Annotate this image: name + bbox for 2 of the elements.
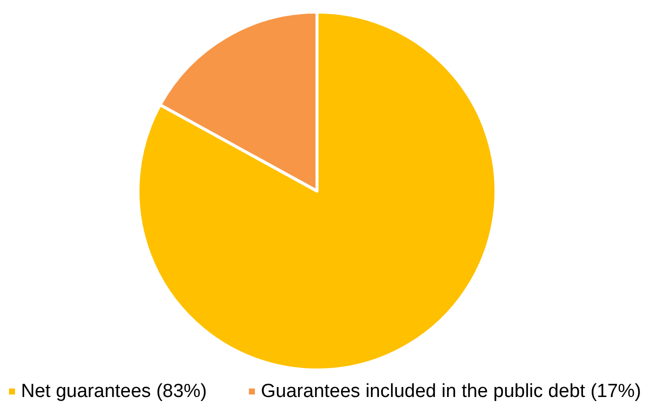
legend-label: Net guarantees (83%) xyxy=(21,381,207,402)
legend-label: Guarantees included in the public debt (17%) xyxy=(260,381,642,402)
